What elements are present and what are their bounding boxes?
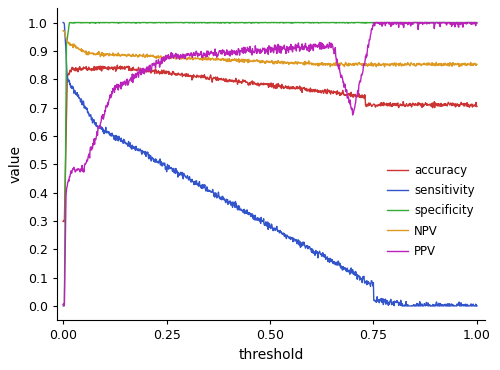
sensitivity	[344, 266, 350, 270]
PPV	[61, 304, 67, 308]
NPV	[382, 64, 388, 69]
accuracy	[228, 79, 234, 84]
PPV	[60, 302, 66, 307]
PPV	[384, 20, 390, 25]
PPV	[228, 49, 234, 53]
PPV	[243, 48, 249, 53]
PPV	[344, 95, 350, 100]
Legend: accuracy, sensitivity, specificity, NPV, PPV: accuracy, sensitivity, specificity, NPV,…	[382, 159, 480, 262]
NPV	[60, 28, 66, 33]
Line: accuracy: accuracy	[63, 65, 477, 222]
NPV	[60, 28, 66, 33]
accuracy	[474, 104, 480, 109]
accuracy	[103, 65, 109, 70]
PPV	[391, 20, 397, 25]
NPV	[391, 61, 397, 65]
accuracy	[391, 101, 397, 106]
NPV	[474, 62, 480, 67]
specificity	[384, 20, 390, 25]
accuracy	[345, 92, 351, 96]
accuracy	[62, 220, 68, 224]
sensitivity	[390, 299, 396, 304]
specificity	[228, 20, 234, 25]
NPV	[384, 63, 390, 67]
specificity	[345, 20, 351, 25]
PPV	[103, 104, 109, 108]
accuracy	[114, 63, 120, 67]
specificity	[60, 304, 66, 308]
sensitivity	[383, 302, 389, 306]
specificity	[103, 20, 109, 25]
sensitivity	[60, 20, 66, 25]
Line: sensitivity: sensitivity	[63, 23, 477, 306]
X-axis label: threshold: threshold	[238, 348, 304, 361]
Line: NPV: NPV	[63, 30, 477, 67]
Line: PPV: PPV	[63, 23, 477, 306]
sensitivity	[399, 304, 405, 308]
NPV	[243, 58, 249, 63]
specificity	[474, 20, 480, 25]
sensitivity	[102, 128, 108, 133]
specificity	[61, 304, 67, 308]
NPV	[344, 63, 350, 67]
sensitivity	[474, 304, 480, 308]
specificity	[391, 21, 397, 25]
accuracy	[243, 80, 249, 84]
Line: specificity: specificity	[63, 23, 477, 306]
accuracy	[60, 219, 66, 223]
NPV	[103, 53, 109, 58]
specificity	[67, 20, 73, 25]
PPV	[474, 21, 480, 25]
accuracy	[384, 101, 390, 105]
sensitivity	[228, 200, 234, 205]
PPV	[371, 20, 377, 25]
Y-axis label: value: value	[8, 145, 22, 183]
sensitivity	[242, 211, 248, 215]
NPV	[228, 59, 234, 64]
specificity	[243, 20, 249, 25]
